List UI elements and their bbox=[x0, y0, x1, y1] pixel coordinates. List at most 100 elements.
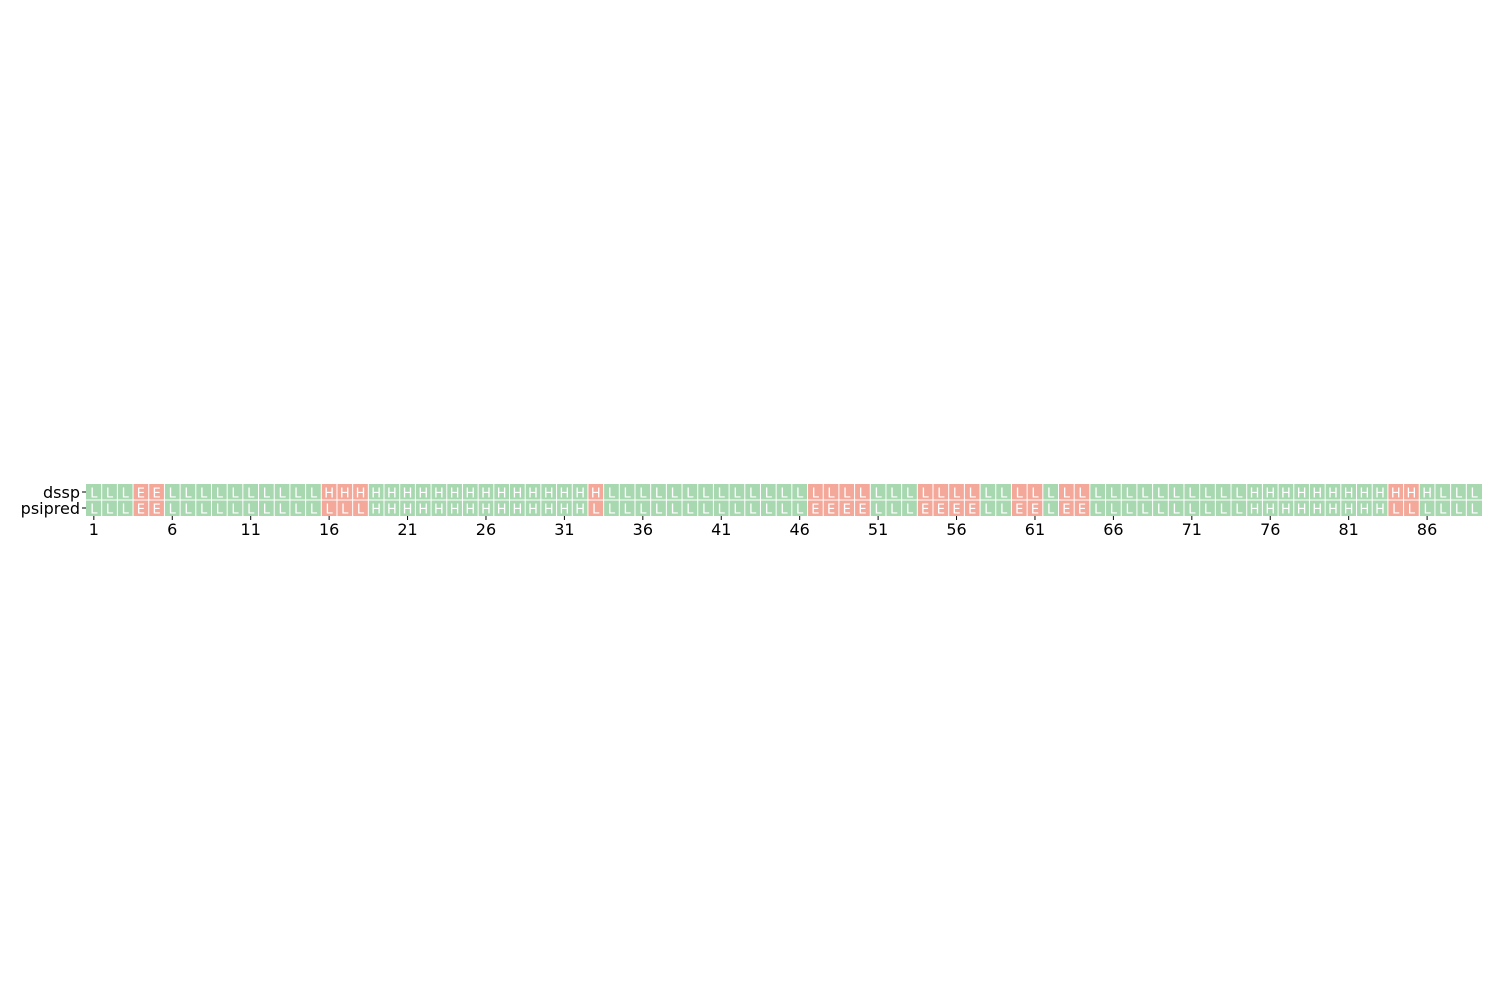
cell-label-psipred-33: L bbox=[592, 503, 600, 518]
cell-dssp-47 bbox=[807, 484, 824, 500]
cell-label-psipred-77: H bbox=[1281, 503, 1291, 518]
x-tick-label-21: 21 bbox=[397, 520, 417, 539]
row-label-psipred: psipred bbox=[21, 499, 80, 518]
cell-label-psipred-83: H bbox=[1375, 503, 1385, 518]
cell-dssp-84 bbox=[1387, 484, 1404, 500]
cell-label-dssp-10: L bbox=[231, 487, 239, 502]
cell-label-psipred-66: L bbox=[1110, 503, 1118, 518]
cell-label-dssp-50: L bbox=[859, 487, 867, 502]
cell-dssp-27 bbox=[493, 484, 510, 500]
cell-label-psipred-39: L bbox=[686, 503, 694, 518]
cell-psipred-45 bbox=[776, 500, 792, 516]
cell-label-psipred-8: L bbox=[200, 503, 208, 518]
cell-label-dssp-79: H bbox=[1312, 487, 1322, 502]
row-label-dssp: dssp bbox=[43, 483, 80, 502]
cell-psipred-49 bbox=[838, 500, 855, 516]
cell-dssp-54 bbox=[917, 484, 934, 500]
cell-label-dssp-44: L bbox=[765, 487, 773, 502]
cell-psipred-58 bbox=[980, 500, 996, 516]
x-tick-label-56: 56 bbox=[946, 520, 966, 539]
cell-label-psipred-30: H bbox=[544, 503, 554, 518]
cell-psipred-69 bbox=[1152, 500, 1169, 516]
cell-dssp-23 bbox=[431, 484, 447, 500]
cell-label-dssp-78: H bbox=[1297, 487, 1307, 502]
cell-dssp-43 bbox=[744, 484, 761, 500]
cell-label-psipred-56: E bbox=[952, 503, 960, 518]
cell-psipred-87 bbox=[1434, 500, 1451, 516]
cell-label-psipred-75: H bbox=[1250, 503, 1260, 518]
cell-psipred-65 bbox=[1089, 500, 1106, 516]
cell-dssp-53 bbox=[901, 484, 918, 500]
cell-label-psipred-13: L bbox=[278, 503, 286, 518]
cell-label-psipred-71: L bbox=[1188, 503, 1196, 518]
cell-psipred-7 bbox=[180, 500, 196, 516]
cell-label-psipred-53: L bbox=[906, 503, 914, 518]
cell-dssp-82 bbox=[1356, 484, 1373, 500]
cell-psipred-77 bbox=[1278, 500, 1294, 516]
cell-label-dssp-28: H bbox=[512, 487, 522, 502]
cell-label-dssp-18: H bbox=[356, 487, 366, 502]
cell-psipred-25 bbox=[462, 500, 479, 516]
cell-label-dssp-5: E bbox=[152, 487, 160, 502]
cell-psipred-9 bbox=[211, 500, 228, 516]
cell-psipred-35 bbox=[619, 500, 635, 516]
cell-psipred-55 bbox=[933, 500, 949, 516]
cell-label-dssp-34: L bbox=[608, 487, 616, 502]
cell-label-dssp-64: L bbox=[1078, 487, 1086, 502]
cell-psipred-3 bbox=[117, 500, 134, 516]
x-tick-label-26: 26 bbox=[476, 520, 496, 539]
cell-label-dssp-43: L bbox=[749, 487, 757, 502]
cell-dssp-48 bbox=[823, 484, 839, 500]
cell-label-psipred-40: L bbox=[702, 503, 710, 518]
cell-dssp-41 bbox=[713, 484, 730, 500]
cell-dssp-30 bbox=[540, 484, 557, 500]
cell-psipred-74 bbox=[1231, 500, 1247, 516]
cell-label-psipred-15: L bbox=[310, 503, 318, 518]
cell-psipred-80 bbox=[1325, 500, 1341, 516]
cell-label-dssp-67: L bbox=[1125, 487, 1133, 502]
cell-dssp-58 bbox=[980, 484, 996, 500]
cell-label-dssp-23: H bbox=[434, 487, 444, 502]
cell-dssp-74 bbox=[1231, 484, 1247, 500]
cell-label-dssp-54: L bbox=[922, 487, 930, 502]
cell-label-dssp-38: L bbox=[671, 487, 679, 502]
cell-psipred-85 bbox=[1403, 500, 1420, 516]
x-tick-label-66: 66 bbox=[1103, 520, 1123, 539]
cell-label-psipred-21: H bbox=[403, 503, 413, 518]
cell-label-psipred-10: L bbox=[231, 503, 239, 518]
cell-label-dssp-76: H bbox=[1265, 487, 1275, 502]
cell-label-psipred-72: L bbox=[1204, 503, 1212, 518]
cell-dssp-72 bbox=[1199, 484, 1216, 500]
cell-label-dssp-81: H bbox=[1344, 487, 1354, 502]
cell-dssp-37 bbox=[650, 484, 667, 500]
cell-label-psipred-2: L bbox=[106, 503, 114, 518]
x-tick-label-71: 71 bbox=[1182, 520, 1202, 539]
cell-label-dssp-45: L bbox=[780, 487, 788, 502]
cell-label-psipred-88: L bbox=[1455, 503, 1463, 518]
cell-label-dssp-14: L bbox=[294, 487, 302, 502]
cell-dssp-52 bbox=[885, 484, 902, 500]
cell-label-psipred-80: H bbox=[1328, 503, 1338, 518]
cell-dssp-85 bbox=[1403, 484, 1420, 500]
cell-psipred-83 bbox=[1372, 500, 1388, 516]
cell-dssp-36 bbox=[634, 484, 651, 500]
cell-label-psipred-87: L bbox=[1439, 503, 1447, 518]
cell-dssp-39 bbox=[682, 484, 698, 500]
cell-psipred-66 bbox=[1105, 500, 1122, 516]
x-tick-label-46: 46 bbox=[790, 520, 810, 539]
cell-dssp-46 bbox=[791, 484, 808, 500]
cell-label-psipred-62: L bbox=[1047, 503, 1055, 518]
x-tick-label-36: 36 bbox=[633, 520, 653, 539]
cell-dssp-31 bbox=[556, 484, 573, 500]
cell-label-dssp-6: L bbox=[169, 487, 177, 502]
cell-psipred-75 bbox=[1246, 500, 1263, 516]
cell-dssp-22 bbox=[415, 484, 432, 500]
x-tick-label-86: 86 bbox=[1417, 520, 1437, 539]
cell-psipred-10 bbox=[227, 500, 243, 516]
cell-label-psipred-29: H bbox=[528, 503, 538, 518]
cell-label-dssp-73: L bbox=[1220, 487, 1228, 502]
cell-dssp-65 bbox=[1089, 484, 1106, 500]
cell-label-psipred-24: H bbox=[450, 503, 460, 518]
cell-label-psipred-52: L bbox=[890, 503, 898, 518]
